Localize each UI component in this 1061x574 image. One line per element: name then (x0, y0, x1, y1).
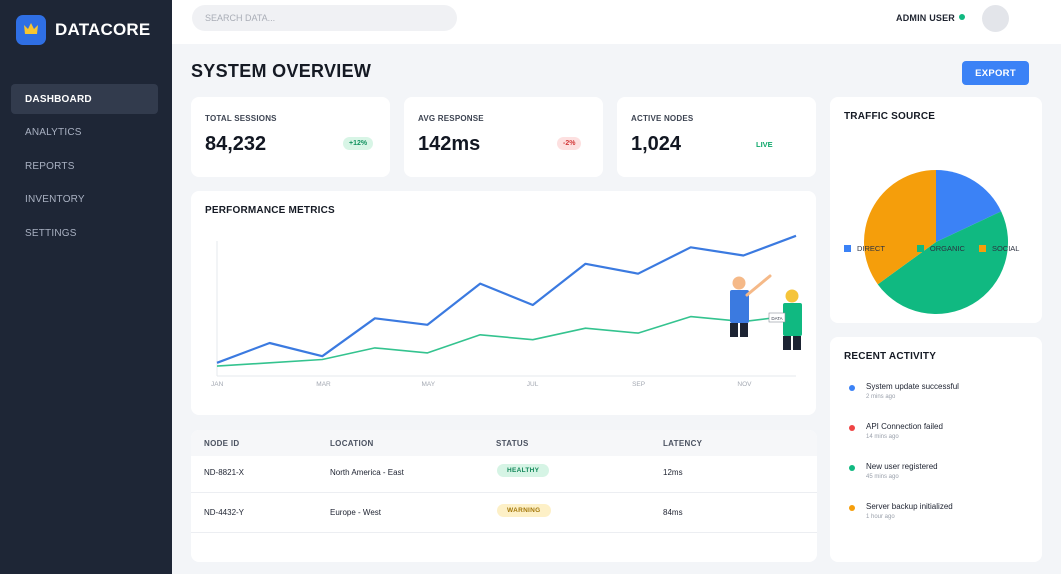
activity-time: 14 mins ago (866, 434, 899, 440)
traffic-source-card: TRAFFIC SOURCE DIRECT ORGANIC SOCIAL (830, 97, 1042, 323)
presentation-illustration: DATA (730, 274, 802, 350)
pie-slice-social[interactable] (863, 170, 936, 285)
activity-time: 1 hour ago (866, 514, 895, 520)
recent-activity-card: RECENT ACTIVITY System update successful… (830, 337, 1042, 562)
status-badge: WARNING (497, 504, 551, 517)
cell-node-id: ND-8821-X (204, 468, 245, 477)
table-row[interactable]: ND-4432-Y Europe - West WARNING 84ms (191, 493, 817, 533)
x-tick-label-nov: NOV (737, 381, 752, 388)
activity-dot (849, 385, 855, 391)
avatar[interactable] (982, 5, 1009, 32)
sidebar-item-dashboard[interactable]: DASHBOARD (11, 84, 158, 114)
sidebar: DATACORE DASHBOARD ANALYTICS REPORTS INV… (0, 0, 172, 574)
sidebar-item-analytics[interactable]: ANALYTICS (25, 127, 82, 138)
stat-value: 142ms (418, 133, 481, 155)
sidebar-item-inventory[interactable]: INVENTORY (25, 194, 85, 205)
column-header-location[interactable]: LOCATION (330, 439, 374, 448)
legend-label-social: SOCIAL (991, 244, 1020, 253)
online-status-dot (959, 14, 965, 20)
stat-card-response: AVG RESPONSE 142ms -2% (404, 97, 603, 177)
sidebar-nav: DASHBOARD ANALYTICS REPORTS INVENTORY SE… (11, 84, 158, 252)
page-title: SYSTEM OVERVIEW (191, 61, 372, 81)
activity-text: Server backup initialized (866, 502, 953, 511)
cell-location: Europe - West (330, 508, 381, 517)
cell-latency: 84ms (663, 508, 683, 517)
trend-badge: +12% (343, 137, 374, 150)
stat-card-nodes: ACTIVE NODES 1,024 LIVE (617, 97, 816, 177)
export-button[interactable]: EXPORT (962, 61, 1029, 85)
nodes-table: NODE ID LOCATION STATUS LATENCY ND-8821-… (191, 430, 817, 562)
activity-text: API Connection failed (866, 422, 943, 431)
column-header-node-id[interactable]: NODE ID (204, 439, 240, 448)
column-header-latency[interactable]: LATENCY (663, 439, 703, 448)
cell-location: North America - East (330, 468, 404, 477)
pie-title: TRAFFIC SOURCE (844, 111, 936, 122)
chart-title: PERFORMANCE METRICS (205, 205, 335, 216)
legend-swatch-social (978, 245, 986, 252)
activity-text: System update successful (866, 382, 959, 391)
x-tick-label-sep: SEP (632, 381, 645, 388)
trend-badge: -2% (557, 137, 582, 150)
activity-dot (849, 425, 855, 431)
person-right-illustration (783, 289, 802, 350)
column-header-status[interactable]: STATUS (496, 439, 529, 448)
stat-label: ACTIVE NODES (631, 114, 694, 123)
cell-latency: 12ms (663, 468, 683, 477)
activity-dot (849, 465, 855, 471)
legend-swatch-direct (844, 245, 851, 252)
activity-time: 2 mins ago (866, 394, 896, 400)
x-tick-label-jan: JAN (211, 381, 224, 388)
stat-label: TOTAL SESSIONS (205, 114, 277, 123)
performance-card: PERFORMANCE METRICS JAN MAR MAY JUL SEP NOV (191, 191, 816, 415)
line-chart: JAN MAR MAY JUL SEP NOV DATA (211, 234, 802, 388)
brand-name: DATACORE (55, 20, 151, 39)
stat-value: 84,232 (205, 133, 267, 155)
top-bar: ADMIN USER (172, 0, 1061, 44)
legend-swatch-organic (916, 245, 924, 252)
search-input[interactable] (192, 5, 457, 31)
brand[interactable]: DATACORE (16, 14, 150, 46)
note-label: DATA (771, 316, 782, 321)
pie-chart (863, 170, 1009, 315)
pie-slice-direct[interactable] (936, 170, 1002, 242)
crown-icon (16, 15, 46, 45)
legend-label-organic: ORGANIC (929, 244, 965, 253)
table-row[interactable]: ND-8821-X North America - East HEALTHY 1… (191, 453, 817, 493)
sidebar-item-settings[interactable]: SETTINGS (25, 227, 77, 239)
person-left-illustration (730, 274, 772, 337)
pie-slice-organic[interactable] (877, 211, 1009, 315)
stat-label: AVG RESPONSE (418, 114, 484, 123)
series-line-1 (216, 234, 797, 364)
table-header: NODE ID LOCATION STATUS LATENCY (191, 430, 817, 456)
user-name[interactable]: ADMIN USER (896, 13, 956, 23)
legend-label-direct: DIRECT (857, 244, 885, 253)
data-note-illustration: DATA (768, 312, 786, 323)
x-tick-label-mar: MAR (316, 381, 331, 388)
status-badge: HEALTHY (497, 464, 550, 477)
activity-title: RECENT ACTIVITY (844, 351, 937, 362)
series-line-2 (216, 314, 797, 367)
live-badge: LIVE (756, 140, 773, 149)
stat-card-sessions: TOTAL SESSIONS 84,232 +12% (191, 97, 390, 177)
cell-node-id: ND-4432-Y (204, 508, 245, 517)
x-tick-label-may: MAY (422, 381, 436, 388)
activity-text: New user registered (866, 462, 938, 471)
sidebar-item-reports[interactable]: REPORTS (25, 160, 75, 172)
x-tick-label-jul: JUL (527, 381, 539, 388)
activity-time: 45 mins ago (866, 474, 899, 480)
pie-legend: DIRECT ORGANIC SOCIAL (844, 244, 1019, 253)
stat-value: 1,024 (631, 133, 682, 155)
activity-dot (849, 505, 855, 511)
